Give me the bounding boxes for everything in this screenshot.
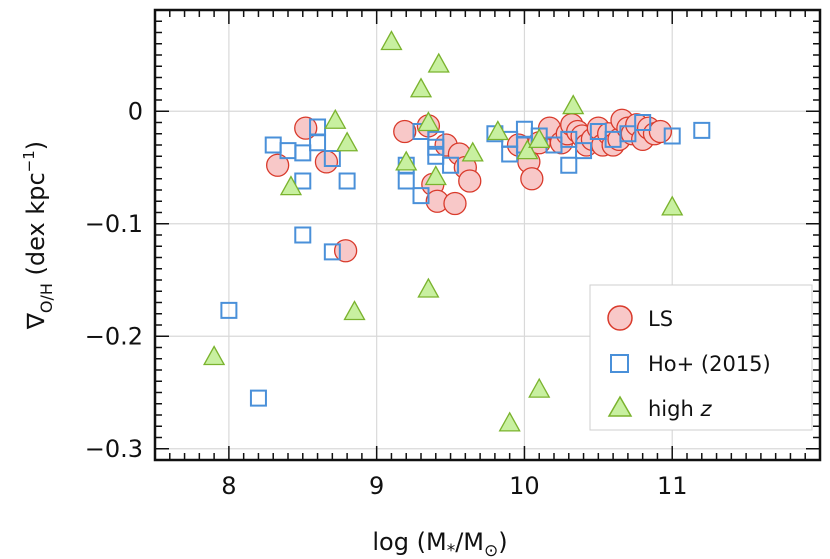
point-ho-2015 — [412, 187, 430, 205]
x-tick-label: 8 — [221, 472, 236, 500]
point-high-z — [486, 120, 509, 141]
point-ho-2015 — [442, 156, 460, 174]
point-ho-2015 — [560, 130, 578, 148]
point-ho-2015 — [338, 172, 356, 190]
point-ls — [266, 153, 290, 177]
point-ho-2015 — [309, 134, 327, 152]
point-high-z — [395, 150, 418, 171]
y-tick-label: −0.3 — [85, 435, 143, 463]
data-points — [203, 30, 711, 432]
point-high-z — [516, 139, 539, 160]
point-high-z — [203, 345, 226, 366]
legend: LS Ho+ (2015) high z — [589, 284, 813, 431]
point-high-z — [427, 52, 450, 73]
axis-ticks — [154, 9, 821, 461]
point-ho-2015 — [693, 121, 711, 139]
point-ho-2015 — [397, 172, 415, 190]
point-ho-2015 — [323, 243, 341, 261]
legend-marker-ls — [607, 305, 633, 331]
point-ho-2015 — [634, 114, 652, 131]
point-ho-2015 — [294, 226, 312, 244]
point-ls — [648, 119, 673, 144]
point-high-z — [562, 94, 585, 115]
point-ho-2015 — [264, 136, 282, 154]
point-ho-2015 — [294, 172, 312, 190]
point-ho-2015 — [560, 156, 578, 174]
legend-label-ho2015: Ho+ (2015) — [648, 352, 771, 376]
point-high-z — [417, 111, 440, 132]
tick-labels: 8 9 10 11 0 −0.1 −0.2 −0.3 — [85, 97, 688, 500]
point-ho-2015 — [427, 138, 445, 156]
point-high-z — [461, 141, 484, 162]
x-tick-label: 9 — [369, 472, 384, 500]
point-ho-2015 — [427, 147, 445, 165]
y-axis-title: ∇O/H (dex kpc−1) — [20, 141, 56, 330]
legend-label-high-z-italic: z — [699, 397, 712, 421]
point-high-z — [336, 131, 359, 152]
x-tick-label: 10 — [509, 472, 540, 500]
point-high-z — [498, 411, 521, 432]
point-high-z — [417, 277, 440, 298]
legend-marker-ho2015 — [610, 354, 629, 373]
point-high-z — [380, 30, 403, 51]
point-high-z — [661, 195, 684, 216]
point-high-z — [324, 108, 347, 129]
point-high-z — [528, 377, 551, 398]
legend-marker-high-z — [607, 395, 633, 417]
x-axis-title: log (M*/M⊙) — [372, 528, 507, 559]
point-ho-2015 — [663, 127, 681, 145]
point-ho-2015 — [220, 301, 238, 319]
grid — [155, 10, 820, 460]
y-tick-label: −0.1 — [85, 210, 143, 238]
y-tick-label: 0 — [128, 97, 143, 125]
point-high-z — [528, 128, 551, 149]
point-ls — [458, 169, 482, 193]
point-ls — [393, 119, 417, 144]
point-ls — [443, 191, 467, 216]
point-high-z — [279, 175, 303, 196]
point-ho-2015 — [249, 389, 267, 407]
point-ho-2015 — [323, 150, 341, 167]
point-ho-2015 — [501, 145, 519, 163]
point-ls — [314, 150, 339, 174]
x-tick-label: 11 — [657, 472, 688, 500]
point-high-z — [343, 300, 366, 321]
legend-label-high-z: high z — [648, 397, 712, 421]
point-high-z — [409, 77, 433, 98]
point-ho-2015 — [575, 142, 593, 160]
point-high-z — [424, 165, 447, 186]
point-ls — [520, 167, 544, 191]
legend-label-high-z-text: high — [648, 397, 694, 421]
legend-label-ls: LS — [648, 307, 673, 331]
point-ho-2015 — [619, 125, 637, 143]
point-ho-2015 — [294, 144, 312, 162]
y-tick-label: −0.2 — [85, 322, 143, 350]
